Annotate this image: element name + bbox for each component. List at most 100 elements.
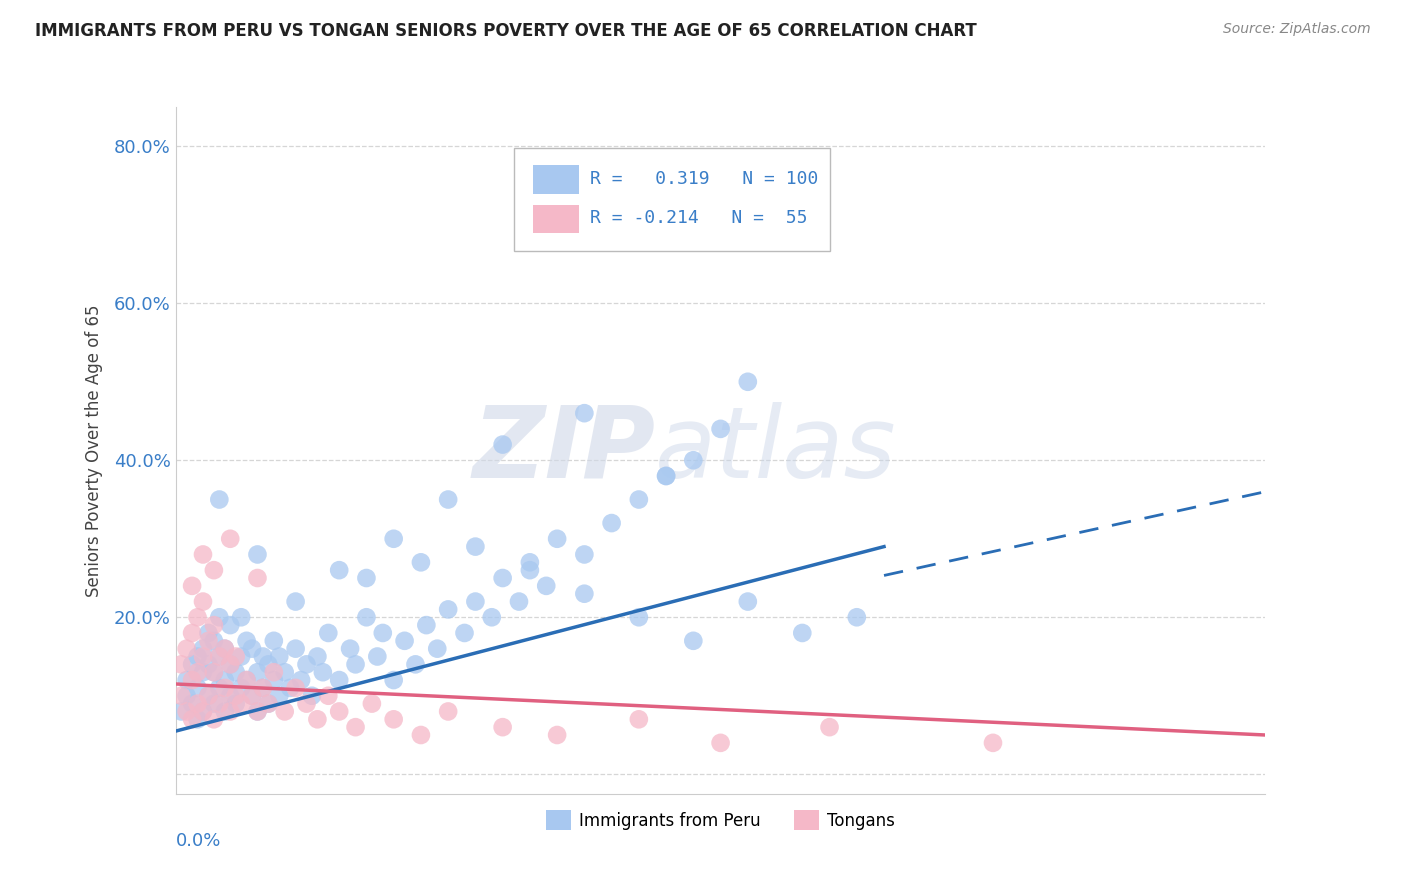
Point	[307, 649, 329, 664]
Text: R =   0.319   N = 100: R = 0.319 N = 100	[591, 170, 818, 188]
Point	[627, 712, 650, 726]
Point	[170, 689, 193, 703]
Point	[318, 626, 340, 640]
Point	[360, 697, 382, 711]
Point	[301, 689, 323, 703]
Point	[170, 705, 193, 719]
Point	[534, 579, 557, 593]
Point	[186, 610, 209, 624]
Point	[492, 437, 515, 451]
Point	[405, 657, 427, 672]
Point	[437, 602, 460, 616]
Point	[437, 705, 460, 719]
Point	[409, 728, 432, 742]
Point	[181, 673, 204, 687]
Point	[191, 665, 214, 680]
Point	[176, 641, 198, 656]
Point	[235, 673, 257, 687]
Point	[269, 649, 291, 664]
Point	[574, 548, 596, 562]
Point	[655, 469, 678, 483]
Point	[409, 555, 432, 569]
Point	[214, 681, 236, 695]
Point	[257, 697, 280, 711]
Text: atlas: atlas	[655, 402, 897, 499]
Point	[328, 705, 350, 719]
Point	[246, 705, 269, 719]
Y-axis label: Seniors Poverty Over the Age of 65: Seniors Poverty Over the Age of 65	[84, 304, 103, 597]
Point	[519, 555, 541, 569]
Point	[278, 681, 301, 695]
Point	[290, 673, 312, 687]
Point	[186, 665, 209, 680]
Point	[453, 626, 475, 640]
Point	[312, 665, 335, 680]
Point	[202, 712, 225, 726]
Point	[328, 673, 350, 687]
Point	[219, 618, 242, 632]
Point	[231, 649, 253, 664]
Point	[682, 453, 704, 467]
Point	[181, 626, 204, 640]
Point	[176, 689, 198, 703]
Point	[263, 673, 285, 687]
Point	[202, 665, 225, 680]
Point	[284, 681, 307, 695]
Point	[356, 571, 378, 585]
Point	[263, 633, 285, 648]
Point	[426, 641, 449, 656]
Point	[231, 681, 253, 695]
Point	[492, 720, 515, 734]
Point	[415, 618, 437, 632]
Point	[481, 610, 503, 624]
Point	[307, 712, 329, 726]
Point	[231, 697, 253, 711]
Point	[818, 720, 841, 734]
Point	[274, 705, 297, 719]
Point	[225, 697, 247, 711]
Point	[246, 665, 269, 680]
FancyBboxPatch shape	[533, 165, 579, 194]
Point	[269, 689, 291, 703]
Point	[627, 492, 650, 507]
Point	[191, 705, 214, 719]
Point	[208, 681, 231, 695]
Text: IMMIGRANTS FROM PERU VS TONGAN SENIORS POVERTY OVER THE AGE OF 65 CORRELATION CH: IMMIGRANTS FROM PERU VS TONGAN SENIORS P…	[35, 22, 977, 40]
Point	[197, 689, 219, 703]
Point	[181, 657, 204, 672]
Point	[214, 673, 236, 687]
Point	[981, 736, 1004, 750]
Point	[792, 626, 814, 640]
Text: 0.0%: 0.0%	[176, 831, 221, 850]
Point	[231, 610, 253, 624]
Point	[214, 641, 236, 656]
Point	[437, 492, 460, 507]
Point	[176, 673, 198, 687]
Point	[191, 641, 214, 656]
Point	[546, 532, 568, 546]
Point	[191, 705, 214, 719]
Point	[344, 720, 367, 734]
Point	[382, 673, 405, 687]
Point	[339, 641, 361, 656]
Point	[710, 422, 733, 436]
Point	[344, 657, 367, 672]
Point	[202, 697, 225, 711]
Point	[214, 641, 236, 656]
Point	[197, 657, 219, 672]
Point	[219, 657, 242, 672]
Point	[295, 657, 318, 672]
Point	[737, 594, 759, 608]
Point	[394, 633, 416, 648]
Point	[508, 594, 530, 608]
Point	[225, 649, 247, 664]
Point	[252, 681, 274, 695]
Point	[655, 469, 678, 483]
Point	[574, 406, 596, 420]
Point	[240, 689, 263, 703]
Point	[366, 649, 388, 664]
Point	[240, 641, 263, 656]
Point	[208, 649, 231, 664]
Text: ZIP: ZIP	[472, 402, 655, 499]
Point	[197, 633, 219, 648]
